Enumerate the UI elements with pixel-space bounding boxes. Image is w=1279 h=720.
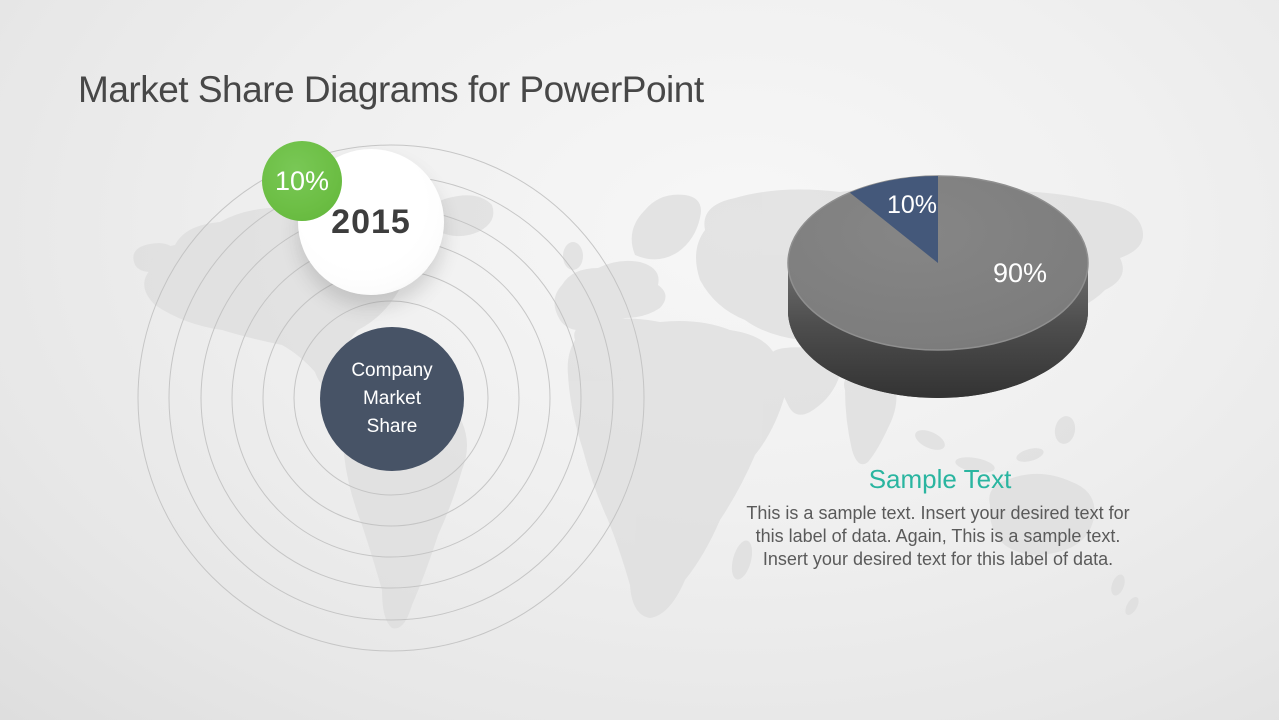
slide-title: Market Share Diagrams for PowerPoint — [78, 68, 704, 110]
pie-large-slice-label: 90% — [992, 258, 1048, 288]
pie-slice-10pct — [849, 176, 938, 263]
pie-small-slice-label: 10% — [886, 191, 938, 219]
company-market-share-label: Company Market Share — [351, 360, 433, 437]
year-label: 2015 — [331, 202, 411, 241]
pie-side-band — [788, 263, 1088, 398]
percent-badge-circle: 10% — [262, 141, 342, 221]
percent-badge-label: 10% — [274, 165, 330, 196]
company-market-share-circle: Company Market Share — [320, 327, 464, 471]
pie-chart-3d — [787, 175, 1089, 398]
caption-body: This is a sample text. Insert your desir… — [746, 503, 1130, 569]
caption-heading: Sample Text — [868, 464, 1012, 494]
